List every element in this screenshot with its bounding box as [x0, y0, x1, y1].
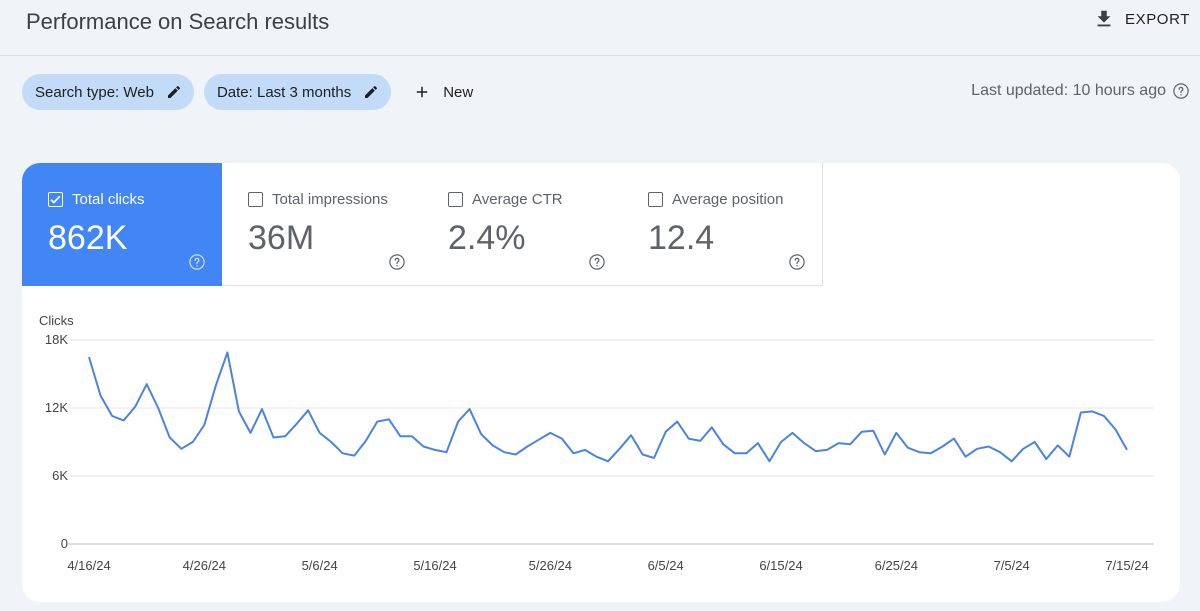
filter-bar: Search type: Web Date: Last 3 months New [22, 74, 473, 110]
x-tick-label: 6/15/24 [759, 558, 802, 573]
metric-value: 2.4% [448, 219, 526, 257]
date-filter-label: Date: Last 3 months [216, 83, 352, 101]
x-tick-label: 4/16/24 [67, 558, 110, 573]
metric-average-ctr[interactable]: Average CTR 2.4% [422, 163, 623, 286]
checkbox-icon[interactable] [248, 192, 263, 207]
last-updated-text: Last updated: 10 hours ago [971, 82, 1166, 99]
page-title: Performance on Search results [26, 9, 330, 34]
export-button[interactable]: EXPORT [1093, 8, 1190, 30]
x-tick-label: 5/6/24 [302, 558, 338, 573]
x-tick-label: 7/5/24 [994, 558, 1030, 573]
x-tick-label: 4/26/24 [183, 558, 226, 573]
y-tick-label: 12K [45, 400, 68, 415]
search-type-filter-chip[interactable]: Search type: Web [22, 74, 194, 110]
metric-total-clicks[interactable]: Total clicks 862K [22, 163, 223, 286]
clicks-line-chart: 0 6K 12K 18K 4/16/24 4/26/24 5/6/24 5/16/24 5/26… [45, 332, 1154, 573]
help-circle-icon[interactable] [588, 253, 606, 271]
metric-label-row: Total clicks [48, 191, 145, 208]
pencil-icon [365, 85, 378, 98]
export-label: EXPORT [1124, 10, 1190, 28]
date-filter-chip[interactable]: Date: Last 3 months [203, 74, 392, 110]
metric-total-impressions[interactable]: Total impressions 36M [222, 163, 423, 286]
metric-label: Total clicks [72, 191, 145, 208]
checkbox-icon[interactable] [648, 192, 663, 207]
last-updated: Last updated: 10 hours ago [971, 82, 1190, 100]
x-tick-label: 5/16/24 [413, 558, 456, 573]
series-line-clicks[interactable] [88, 351, 1128, 463]
metric-value: 12.4 [648, 219, 715, 257]
x-tick-label: 5/26/24 [529, 558, 572, 573]
y-tick-label: 6K [52, 468, 68, 483]
y-tick-label: 0 [61, 536, 68, 551]
new-filter-button[interactable]: New [413, 83, 473, 101]
x-tick-label: 7/15/24 [1105, 558, 1148, 573]
metric-label-row: Total impressions [248, 191, 388, 208]
metric-value: 36M [248, 219, 315, 257]
plus-icon [416, 86, 428, 98]
x-tick-label: 6/25/24 [875, 558, 918, 573]
search-type-filter-label: Search type: Web [35, 83, 154, 101]
new-filter-label: New [443, 83, 474, 101]
checkbox-icon[interactable] [448, 192, 463, 207]
metric-label: Average position [672, 191, 784, 208]
performance-card: Total clicks 862K Total impressions 36M … [22, 163, 1180, 602]
download-icon [1097, 10, 1111, 27]
pencil-icon [167, 85, 180, 98]
metric-label: Average CTR [472, 191, 563, 208]
metric-label-row: Average CTR [448, 191, 563, 208]
help-circle-icon[interactable] [1172, 82, 1190, 100]
metric-label: Total impressions [272, 191, 388, 208]
y-tick-label: 18K [45, 332, 68, 347]
metric-average-position[interactable]: Average position 12.4 [622, 163, 823, 286]
help-circle-icon[interactable] [388, 253, 406, 271]
x-tick-label: 6/5/24 [648, 558, 684, 573]
metric-value: 862K [48, 219, 128, 257]
chart-y-axis-label: Clicks [39, 313, 74, 328]
checkbox-checked-icon[interactable] [48, 192, 63, 207]
page-header: Performance on Search results EXPORT [0, 0, 1200, 56]
help-circle-icon[interactable] [188, 253, 206, 271]
metric-label-row: Average position [648, 191, 783, 208]
help-circle-icon[interactable] [788, 253, 806, 271]
